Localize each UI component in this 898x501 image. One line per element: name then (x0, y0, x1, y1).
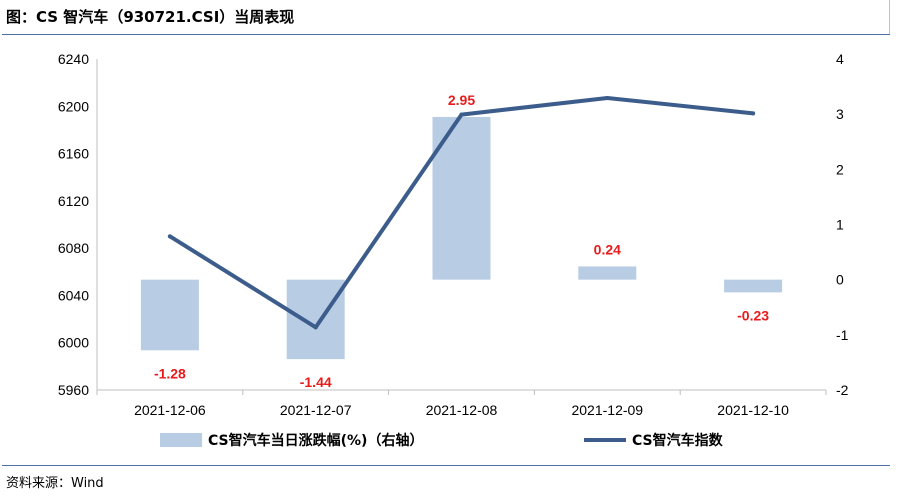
line-point (751, 111, 756, 116)
line-point (605, 96, 610, 101)
x-tick-label: 2021-12-07 (280, 402, 352, 418)
y-right-tick-label: 3 (836, 106, 844, 122)
line-point (167, 234, 172, 239)
y-right-tick-label: 4 (836, 51, 844, 67)
y-left-tick-label: 6000 (58, 335, 89, 351)
bar-data-label: -1.44 (300, 374, 332, 390)
chart-title: 图：CS 智汽车（930721.CSI）当周表现 (6, 8, 295, 26)
legend-bar-swatch (160, 433, 202, 447)
bar (286, 279, 345, 360)
bar (140, 279, 199, 351)
y-left-tick-label: 6120 (58, 193, 89, 209)
y-right-tick-label: 2 (836, 161, 844, 177)
bar (724, 279, 783, 293)
line-point (313, 325, 318, 330)
y-left-tick-label: 6200 (58, 98, 89, 114)
legend-line-label: CS智汽车指数 (632, 433, 723, 449)
title-divider (2, 34, 890, 35)
frame-edge (889, 0, 890, 34)
y-left-tick-label: 5960 (58, 382, 89, 398)
legend-item-line: CS智汽车指数 (584, 430, 723, 450)
y-right-tick-label: 1 (836, 217, 844, 233)
bar-data-label: 2.95 (448, 92, 475, 108)
x-tick-label: 2021-12-08 (426, 402, 498, 418)
legend-bar-label: CS智汽车当日涨跌幅(%)（右轴） (208, 433, 424, 449)
bar-data-label: -0.23 (737, 307, 769, 323)
x-tick-label: 2021-12-06 (134, 402, 206, 418)
bar (578, 266, 637, 280)
source-divider (2, 465, 890, 466)
bar-data-label: 0.24 (594, 241, 621, 257)
line-point (459, 112, 464, 117)
y-left-tick-label: 6040 (58, 287, 89, 303)
x-tick-label: 2021-12-09 (571, 402, 643, 418)
y-left-tick-label: 6160 (58, 146, 89, 162)
y-left-tick-label: 6240 (58, 51, 89, 67)
bar-data-label: -1.28 (154, 365, 186, 381)
y-right-tick-label: -1 (836, 327, 849, 343)
legend-item-bar: CS智汽车当日涨跌幅(%)（右轴） (160, 430, 423, 450)
chart-canvas: 5960 6000 6040 6080 6120 6160 6200 6240 -2 -1 0 1 2 3… (58, 51, 849, 418)
legend-line-swatch (584, 438, 626, 442)
y-right-tick-label: 0 (836, 272, 844, 288)
y-right-tick-label: -2 (836, 382, 849, 398)
source-note: 资料来源：Wind (6, 476, 104, 491)
y-left-tick-label: 6080 (58, 240, 89, 256)
chart-legend: CS智汽车当日涨跌幅(%)（右轴） CS智汽车指数 (0, 430, 898, 454)
x-tick-label: 2021-12-10 (717, 402, 789, 418)
